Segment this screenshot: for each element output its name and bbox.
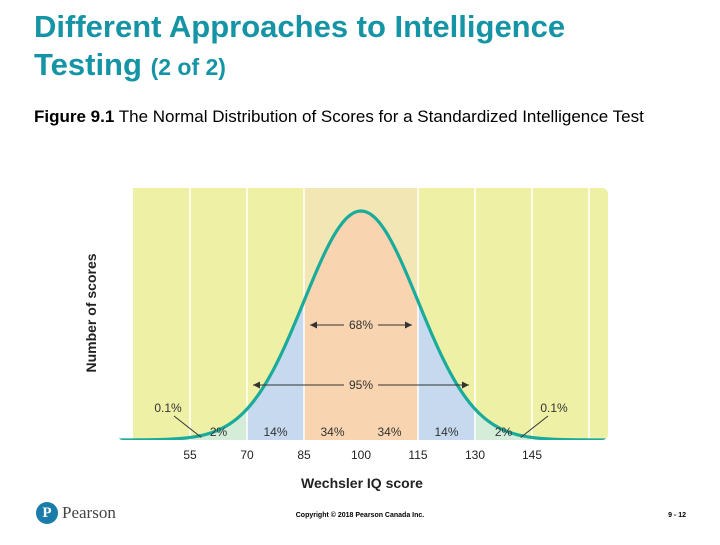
band-0: [133, 188, 190, 440]
x-tick-label-5: 130: [465, 448, 485, 462]
pearson-logo: P Pearson: [36, 501, 116, 525]
title-suffix: (2 of 2): [150, 54, 226, 80]
band-1: [190, 188, 247, 440]
segment-label-0: 2%: [210, 425, 228, 439]
band-7: [532, 188, 608, 440]
segment-label-1: 14%: [263, 425, 287, 439]
y-axis-label: Number of scores: [83, 253, 99, 372]
figure-caption-label: Figure 9.1: [34, 107, 115, 126]
segment-label-2: 34%: [320, 425, 344, 439]
slide-title: Different Approaches to Intelligence Tes…: [34, 8, 694, 86]
tail-pointer-0: [173, 415, 202, 438]
area-fill-1: [190, 409, 247, 440]
range-label: 68%: [349, 318, 373, 332]
x-tick-label-6: 145: [522, 448, 542, 462]
page-number: 9 - 12: [668, 512, 686, 519]
area-fill-6: [475, 409, 532, 440]
segment-label-4: 14%: [434, 425, 458, 439]
tail-label-1: 0.1%: [540, 401, 568, 415]
range-1: 95%: [253, 378, 469, 392]
x-tick-label-3: 100: [351, 448, 371, 462]
plot-area: 68% 95% 2% 14% 34% 34% 14% 2% 0.1% 0.1%: [117, 188, 608, 440]
copyright-notice: Copyright © 2018 Pearson Canada Inc.: [295, 512, 425, 519]
segment-label-5: 2%: [495, 425, 513, 439]
range-arrow-right: [405, 321, 412, 329]
range-0: 68%: [310, 318, 412, 332]
range-label: 95%: [349, 378, 373, 392]
segment-label-3: 34%: [377, 425, 401, 439]
x-tick-label-1: 70: [240, 448, 254, 462]
range-arrow-left: [310, 321, 317, 329]
tail-pointer-1: [520, 415, 549, 438]
x-axis-label: Wechsler IQ score: [301, 475, 423, 491]
figure-caption-text: The Normal Distribution of Scores for a …: [114, 107, 644, 126]
title-line-2: Testing: [34, 47, 142, 82]
pearson-wordmark: Pearson: [62, 503, 116, 522]
x-tick-label-2: 85: [297, 448, 311, 462]
x-tick-label-4: 115: [408, 448, 427, 462]
figure-caption: Figure 9.1 The Normal Distribution of Sc…: [34, 106, 674, 128]
range-arrow-left: [253, 381, 260, 389]
normal-curve: [117, 209, 608, 440]
range-arrow-right: [462, 381, 469, 389]
title-line-1: Different Approaches to Intelligence: [34, 9, 566, 44]
band-6: [475, 188, 532, 440]
tail-label-0: 0.1%: [154, 401, 182, 415]
x-tick-label-0: 55: [183, 448, 197, 462]
pearson-logo-icon: P: [36, 502, 58, 524]
